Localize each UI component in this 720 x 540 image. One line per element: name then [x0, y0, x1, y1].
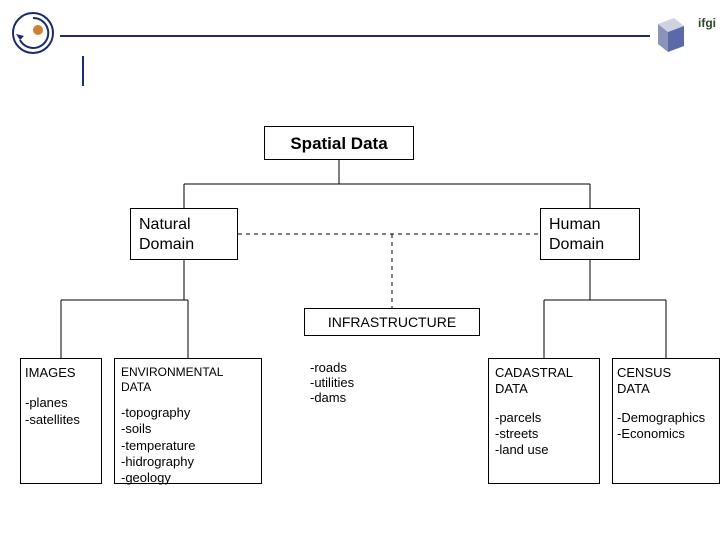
node-natural-domain: Natural Domain — [130, 208, 238, 260]
diagram-canvas: ifgi Spatial Data Natural Domain Human D… — [0, 0, 720, 540]
node-images-title: IMAGES — [25, 365, 97, 381]
node-environmental: ENVIRONMENTAL DATA -topography -soils -t… — [114, 358, 262, 484]
header-cube-icon — [648, 14, 688, 60]
node-environmental-items: -topography -soils -temperature -hidrogr… — [121, 405, 255, 486]
node-census: CENSUS DATA -Demographics -Economics — [612, 358, 720, 484]
node-infrastructure-items: -roads -utilities -dams — [310, 360, 354, 405]
node-cadastral-items: -parcels -streets -land use — [495, 410, 593, 459]
node-infrastructure-label: INFRASTRUCTURE — [328, 314, 456, 330]
node-human-domain-label: Human Domain — [549, 216, 604, 253]
node-natural-domain-label: Natural Domain — [139, 216, 194, 253]
node-images: IMAGES -planes -satellites — [20, 358, 102, 484]
header-rule — [60, 35, 650, 37]
node-cadastral-title: CADASTRAL DATA — [495, 365, 593, 398]
node-environmental-title: ENVIRONMENTAL DATA — [121, 365, 255, 395]
node-cadastral: CADASTRAL DATA -parcels -streets -land u… — [488, 358, 600, 484]
header-left-tick — [82, 56, 84, 86]
node-census-items: -Demographics -Economics — [617, 410, 715, 443]
node-spatial-data: Spatial Data — [264, 126, 414, 160]
node-spatial-data-label: Spatial Data — [290, 134, 387, 153]
node-images-items: -planes -satellites — [25, 395, 97, 428]
node-census-title: CENSUS DATA — [617, 365, 715, 398]
node-human-domain: Human Domain — [540, 208, 640, 260]
inpe-logo-swirl — [12, 12, 54, 54]
ifgi-label: ifgi — [698, 16, 716, 30]
node-infrastructure: INFRASTRUCTURE — [304, 308, 480, 336]
